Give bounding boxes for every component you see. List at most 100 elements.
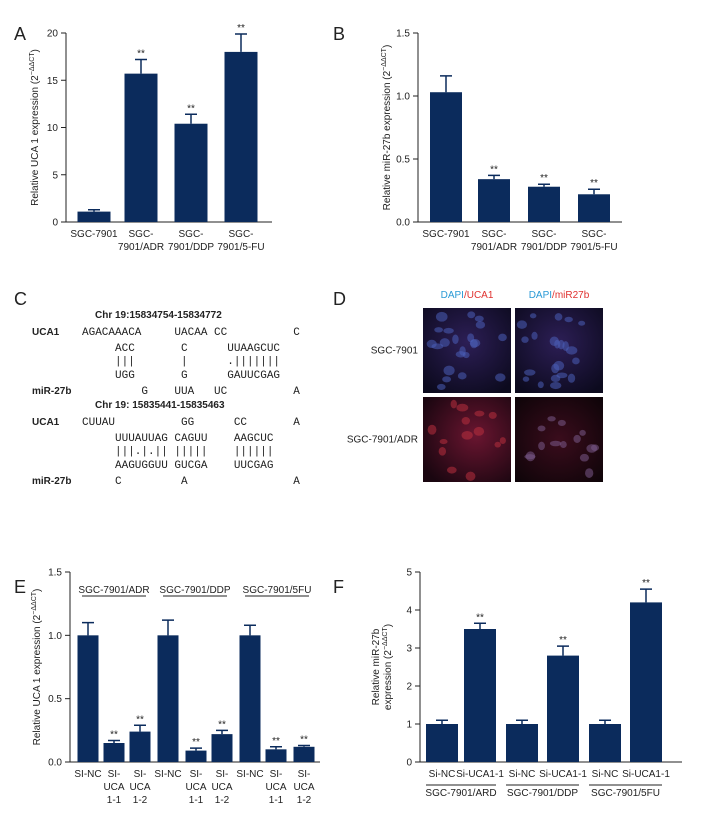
- nucleus: [557, 339, 565, 350]
- sequence-label: miR-27b: [32, 386, 71, 397]
- bar: [239, 635, 261, 762]
- nucleus: [447, 466, 457, 474]
- bar: [77, 635, 99, 762]
- x-tick-label-line: 7901/5-FU: [570, 242, 617, 253]
- image-row-label: SGC-7901/ADR: [347, 435, 418, 446]
- nucleus: [435, 311, 448, 322]
- panel-letter: D: [333, 289, 346, 309]
- x-tick-label-line: UCA: [265, 782, 286, 793]
- bar: [506, 724, 538, 762]
- error-bar: [216, 729, 228, 735]
- stain-dapi: DAPI: [529, 290, 552, 301]
- bar: [174, 123, 208, 222]
- significance-label: **: [642, 578, 650, 589]
- nucleus: [553, 360, 565, 371]
- x-tick-label: Si-UCA1-1: [456, 769, 504, 780]
- y-tick-label: 15: [47, 76, 59, 87]
- nucleus: [488, 411, 497, 419]
- y-tick-label: 1.0: [396, 92, 410, 103]
- x-tick-label: Si-NC: [429, 769, 456, 780]
- x-tick-label: SI- UCA 1-2: [293, 769, 314, 806]
- sequence-row: ||| | .|||||||: [82, 356, 280, 368]
- x-tick-label-line: SI-: [190, 769, 203, 780]
- bar: [478, 179, 510, 222]
- error-bar: [88, 208, 100, 212]
- bar: [77, 211, 111, 222]
- error-bar: [185, 113, 197, 124]
- y-axis-label-line: Relative miR-27b expression (2: [382, 70, 393, 210]
- nucleus: [465, 471, 476, 481]
- y-axis-label: Relative miR-27bexpression (2−ΔΔCT): [371, 624, 394, 710]
- y-tick-label: 1.5: [48, 568, 62, 579]
- nucleus: [455, 351, 466, 358]
- error-bar: [298, 744, 310, 747]
- nucleus: [467, 311, 476, 319]
- nucleus: [556, 372, 568, 379]
- x-tick-label: SI- UCA 1-2: [129, 769, 150, 806]
- x-tick-label: SI- UCA 1-2: [211, 769, 232, 806]
- nucleus: [443, 327, 454, 334]
- y-axis-label: Relative UCA 1 expression (2−ΔΔCT): [29, 49, 41, 206]
- x-tick-label: SGC- 7901/5-FU: [570, 229, 617, 253]
- x-tick-label: Si-UCA1-1: [622, 769, 670, 780]
- x-tick-label-line: UCA: [211, 782, 232, 793]
- x-tick-label: SGC- 7901/ADR: [471, 229, 517, 253]
- bar: [578, 194, 610, 222]
- y-axis-label-sup: −ΔΔCT: [381, 47, 388, 70]
- x-tick-label: SGC-7901: [70, 229, 118, 240]
- y-tick-label: 0.5: [396, 155, 410, 166]
- sequence-row: C A A: [82, 476, 300, 488]
- nucleus: [564, 316, 573, 323]
- nucleus: [550, 381, 562, 390]
- error-bar: [588, 188, 600, 195]
- sequence-row: G UUA UC A: [82, 386, 300, 398]
- x-tick-label-line: Si-NC: [509, 769, 536, 780]
- x-tick-label-line: 1-2: [133, 795, 148, 806]
- x-tick-label-line: Si-UCA1-1: [539, 769, 587, 780]
- group-label: SGC-7901/DDP: [507, 788, 578, 799]
- y-tick-label: 1: [406, 720, 412, 731]
- nucleus: [443, 365, 455, 376]
- error-bar: [488, 174, 500, 180]
- nucleus: [578, 320, 586, 326]
- y-axis-label-end: ): [30, 49, 41, 52]
- y-tick-label: 5: [52, 170, 58, 181]
- sequence-row: CUUAU GG CC A: [82, 417, 300, 429]
- x-tick-label-line: SGC-: [129, 229, 154, 240]
- image-row-label: SGC-7901: [371, 346, 419, 357]
- error-bar: [135, 58, 147, 74]
- x-tick-label-line: UCA: [129, 782, 150, 793]
- stain-dapi: DAPI: [441, 290, 464, 301]
- nucleus: [579, 453, 590, 462]
- x-tick-label: Si-NC: [509, 769, 536, 780]
- y-tick-label: 0: [406, 758, 412, 769]
- x-tick-label-line: SI-: [134, 769, 147, 780]
- stain-target: /miR27b: [552, 290, 590, 301]
- x-tick-label: SGC- 7901/5-FU: [217, 229, 264, 253]
- image-column-header: DAPI/UCA1: [441, 290, 494, 301]
- x-tick-label-line: 1-1: [107, 795, 122, 806]
- stain-target: /UCA1: [464, 290, 494, 301]
- nucleus: [469, 338, 481, 348]
- group-label: SGC-7901/ARD: [425, 788, 496, 799]
- nucleus: [498, 333, 507, 342]
- group-label: SGC-7901/5FU: [243, 585, 312, 596]
- significance-label: **: [218, 719, 226, 730]
- sequence-row: AAGUGGUU GUCGA UUCGAG: [82, 460, 273, 472]
- x-tick-label-line: 7901/ADR: [471, 242, 517, 253]
- nucleus: [549, 440, 562, 447]
- y-axis-label-line: Relative miR-27b: [371, 628, 382, 705]
- image-column-header: DAPI/miR27b: [529, 290, 590, 301]
- y-tick-label: 2: [406, 682, 412, 693]
- y-tick-label: 0: [52, 218, 58, 229]
- x-tick-label: SGC-7901: [422, 229, 470, 240]
- x-tick-label: SGC- 7901/DDP: [521, 229, 567, 253]
- group-label: SGC-7901/ADR: [78, 585, 149, 596]
- x-tick-label-line: SI-: [298, 769, 311, 780]
- x-tick-label: SI-NC: [236, 769, 263, 780]
- y-tick-label: 0.5: [48, 694, 62, 705]
- bar: [547, 655, 579, 762]
- bar: [103, 743, 125, 762]
- significance-label: **: [476, 612, 484, 623]
